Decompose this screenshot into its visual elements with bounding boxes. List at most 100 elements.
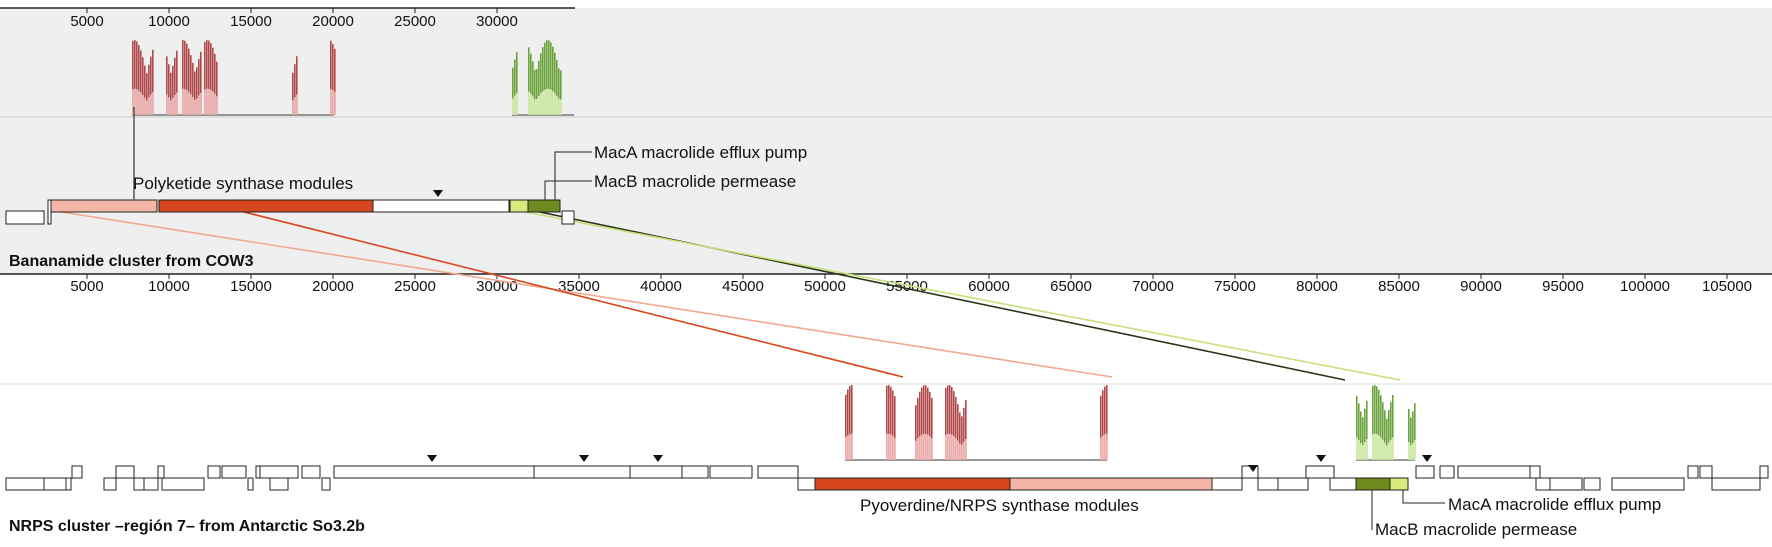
histogram-bar-low [534,99,536,115]
histogram-bar-low [1372,434,1374,460]
histogram-bar [150,56,152,115]
gene-box [221,465,247,479]
gene-box [115,465,135,479]
histogram-bar-low [546,88,548,115]
histogram-bar [915,405,917,460]
histogram-bar-low [1356,437,1358,460]
nrps-label: Pyoverdine/NRPS synthase modules [860,496,1139,515]
histogram-bar [1366,400,1368,460]
histogram-bar-low [963,441,965,460]
top-axis: 5000 10000 15000 20000 25000 30000 [0,7,575,30]
histogram-bar-low [1358,440,1360,460]
histogram-bar-low [917,438,919,460]
histogram-bar [190,55,192,115]
histogram-bar [516,52,518,115]
histogram-bar-low [886,433,888,460]
histogram-bar-low [168,97,170,115]
histogram-bar [198,59,200,115]
gene-box [1457,465,1531,479]
gene-box [709,465,753,479]
histogram-bar-low [953,435,955,460]
gene-box [207,465,221,479]
histogram-bar-low [1106,433,1108,460]
macb-label-top: MacB macrolide permease [594,172,796,191]
histogram-bar [845,394,847,460]
histogram-bar [216,61,218,115]
histogram-bar-low [1390,439,1392,460]
histogram-bar [186,43,188,115]
histogram-bar [138,45,140,115]
histogram-bar-low [134,88,136,115]
nrps-module-dark [814,477,1011,491]
histogram-bar-low [184,89,186,115]
histogram-bar-low [538,96,540,115]
maca-label-top: MacA macrolide efflux pump [594,143,807,162]
histogram-bar [1410,417,1412,460]
histogram-bar-low [516,92,518,115]
nrps-module-light [1009,477,1213,491]
axis-tick-label: 25000 [394,278,436,295]
histogram-bar-low [1414,440,1416,460]
gene-box [629,465,683,479]
histogram-bar [886,385,888,460]
histogram-bar [294,64,296,115]
histogram-bar [965,400,967,460]
histogram-bar-low [208,88,210,115]
gene-box [561,210,575,225]
gene-box [333,465,535,479]
histogram-bar [917,397,919,460]
histogram-bar [194,71,196,115]
gene-box [301,465,321,479]
histogram-bar [546,40,548,116]
histogram-bar [334,48,336,116]
histogram-bar-low [186,90,188,115]
histogram-bar-low [188,91,190,115]
gene-box [1583,477,1601,491]
axis-tick-label: 90000 [1460,278,1502,295]
histogram-bar [152,49,154,115]
gene-box [5,477,45,491]
gene-box [133,477,145,491]
histogram-bar-low [965,439,967,460]
histogram-bar-low [214,93,216,115]
histogram-bar [146,73,148,115]
histogram-bar [1362,417,1364,460]
histogram-bar [554,52,556,115]
histogram-bar-low [172,97,174,115]
gene-box [1535,477,1551,491]
pks-module-dark [158,199,374,213]
gene-box [797,477,816,491]
histogram-bar [929,391,931,460]
pks-module-light [50,199,158,213]
histogram-bar-low [294,97,296,115]
histogram-bar-low [851,433,853,460]
histogram-bar [212,47,214,115]
axis-tick-label: 10000 [148,13,190,30]
histogram-bar-low [951,434,953,460]
histogram-bar [136,41,138,115]
axis-tick-label: 70000 [1132,278,1174,295]
histogram-bar-low [845,437,847,460]
histogram-bar [1414,403,1416,460]
axis-tick-label: 5000 [70,278,103,295]
axis-tick-label: 25000 [394,13,436,30]
histogram-bar [1386,418,1388,460]
histogram-bar [888,385,890,460]
gene-box [43,477,67,491]
histogram-bar [1408,408,1410,460]
histogram-bar [166,56,168,115]
histogram-bar [945,387,947,460]
axis-tick-label: 80000 [1296,278,1338,295]
marker-arrow-icon [1422,455,1432,462]
axis-tick-label: 20000 [312,13,354,30]
histogram-bar [184,40,186,115]
synteny-links [54,210,1401,381]
histogram-bar [530,53,532,115]
histogram-bar-low [1360,443,1362,460]
histogram-bar-low [200,92,202,115]
histogram-bar [1360,411,1362,460]
histogram-bar [1374,385,1376,460]
histogram-bar [556,60,558,115]
histogram-bar [168,64,170,115]
axis-tick-label: 10000 [148,278,190,295]
